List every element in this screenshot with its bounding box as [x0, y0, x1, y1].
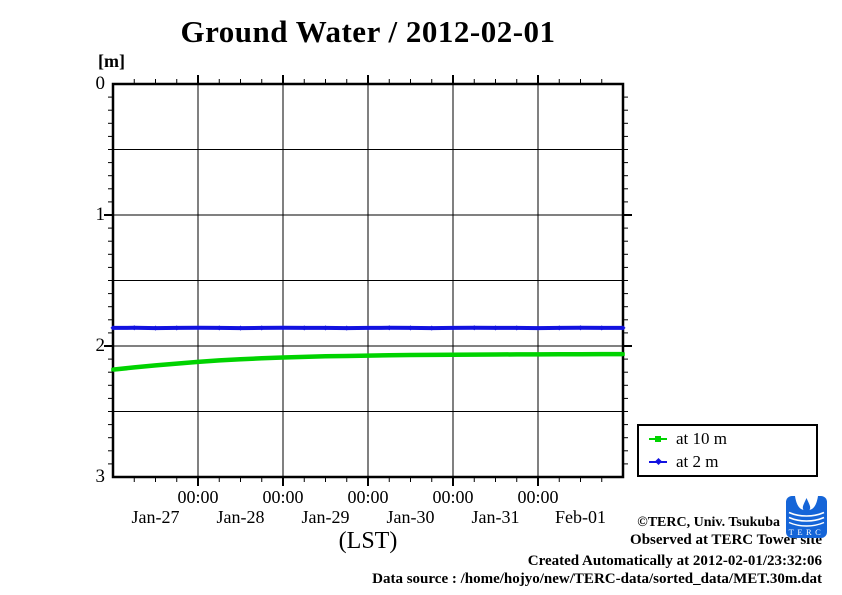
x-tick-label-day: Jan-30	[386, 507, 435, 527]
diamond-marker-icon	[407, 325, 414, 331]
diamond-marker-icon	[259, 325, 265, 331]
square-marker-icon	[174, 361, 179, 366]
legend-item-at-10m: at 10 m	[649, 428, 816, 451]
y-tick-label: 2	[95, 335, 106, 356]
square-marker-icon	[302, 355, 307, 359]
x-tick-label-time: 00:00	[517, 487, 559, 507]
x-tick-label-day: Jan-31	[471, 507, 520, 527]
square-marker-icon	[599, 352, 604, 356]
chart-title: Ground Water / 2012-02-01	[180, 14, 556, 49]
square-marker-icon	[472, 352, 477, 357]
diamond-marker-icon	[237, 325, 244, 331]
square-marker-icon	[111, 367, 115, 372]
diamond-marker-icon	[131, 325, 137, 331]
legend-label: at 10 m	[676, 429, 727, 449]
legend-line-sample-green	[649, 434, 667, 444]
legend-item-at-2m: at 2 m	[649, 451, 816, 474]
x-tick-label-time: 00:00	[347, 487, 389, 507]
square-marker-icon	[344, 354, 349, 358]
footer-data-source-path: Data source : /home/hojyo/new/TERC-data/…	[372, 571, 822, 587]
diamond-marker-icon	[174, 325, 180, 331]
square-marker-icon	[429, 353, 434, 357]
x-tick-label-time: 00:00	[177, 487, 219, 507]
square-marker-icon	[408, 353, 413, 357]
footer-observed: Observed at TERC Tower site	[630, 532, 822, 548]
y-tick-label: 0	[95, 73, 106, 94]
square-marker-icon	[238, 357, 243, 362]
diamond-marker-icon	[471, 325, 477, 331]
x-tick-label-day: Jan-28	[216, 507, 265, 527]
diamond-marker-icon	[492, 325, 499, 331]
diamond-marker-icon	[514, 325, 520, 331]
diamond-marker-icon	[280, 325, 286, 331]
y-tick-label: 1	[95, 204, 106, 225]
diamond-marker-icon	[195, 325, 201, 331]
square-marker-icon	[493, 352, 498, 357]
footer-created-timestamp: Created Automatically at 2012-02-01/23:3…	[527, 553, 822, 569]
square-marker-icon	[451, 352, 455, 357]
square-marker-icon	[281, 355, 285, 360]
square-marker-icon	[514, 352, 519, 357]
x-tick-label-day: Jan-29	[301, 507, 350, 527]
square-marker-icon	[557, 352, 562, 357]
x-tick-label-day: Feb-01	[555, 507, 606, 527]
legend-line-sample-blue	[649, 457, 667, 467]
square-marker-icon	[217, 358, 222, 363]
diamond-marker-icon	[577, 325, 584, 331]
legend: at 10 m at 2 m	[637, 424, 818, 477]
plot-border	[111, 82, 625, 479]
diamond-marker-icon	[216, 325, 222, 331]
square-marker-icon	[196, 360, 200, 364]
square-marker-icon	[259, 356, 264, 361]
diamond-marker-icon	[386, 325, 392, 331]
square-marker-icon	[578, 352, 583, 357]
square-marker-icon	[536, 352, 540, 357]
x-tick-label-time: 00:00	[432, 487, 474, 507]
x-tick-label-day: Jan-27	[131, 507, 180, 527]
x-axis-label: (LST)	[338, 528, 398, 554]
diamond-marker-icon	[365, 325, 371, 331]
y-axis-unit-label: [m]	[98, 51, 125, 71]
legend-label: at 2 m	[676, 451, 719, 471]
diamond-marker-icon	[450, 325, 456, 331]
y-tick-label: 3	[95, 466, 106, 487]
diamond-marker-icon	[599, 325, 605, 331]
diamond-marker-icon	[620, 325, 626, 331]
square-marker-icon	[366, 353, 370, 358]
square-marker-icon	[621, 352, 625, 356]
terc-logo-icon: TERC	[786, 496, 827, 538]
diamond-marker-icon	[654, 458, 662, 466]
square-marker-icon	[132, 365, 137, 370]
footer-credit: ©TERC, Univ. Tsukuba	[637, 515, 780, 530]
diamond-marker-icon	[152, 325, 159, 331]
square-marker-icon	[655, 436, 661, 443]
diamond-marker-icon	[429, 325, 435, 331]
square-marker-icon	[153, 363, 158, 368]
diamond-marker-icon	[301, 325, 307, 331]
diamond-marker-icon	[344, 325, 350, 331]
diamond-marker-icon	[556, 325, 562, 331]
square-marker-icon	[387, 353, 392, 358]
square-marker-icon	[323, 354, 328, 359]
x-tick-label-time: 00:00	[262, 487, 304, 507]
diamond-marker-icon	[322, 325, 329, 331]
svg-text:TERC: TERC	[789, 527, 825, 537]
